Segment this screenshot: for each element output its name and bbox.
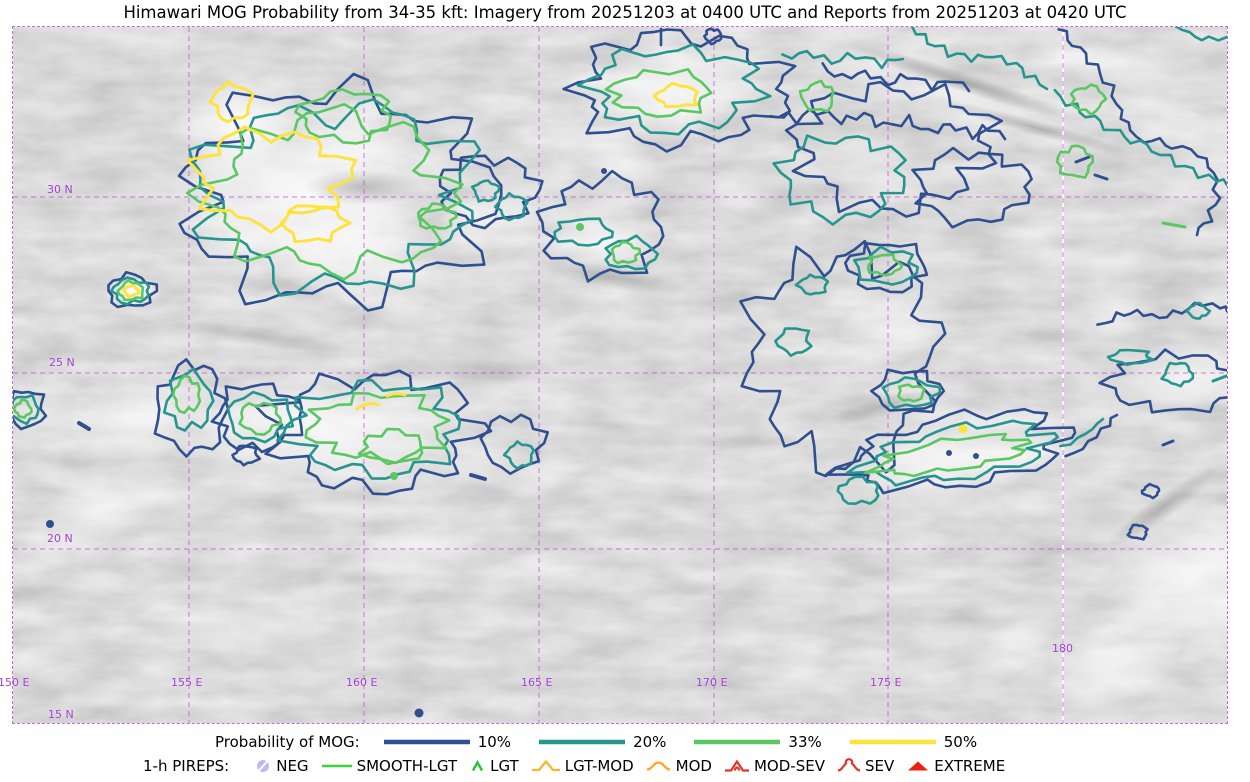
pirep-item-mod: MOD — [646, 757, 712, 775]
probability-50-line-icon — [848, 738, 938, 746]
satellite-map — [12, 26, 1228, 724]
pirep-label-mod: MOD — [675, 757, 712, 775]
probability-legend-title: Probability of MOG: — [215, 733, 360, 751]
pirep-label-lgt: LGT — [490, 757, 519, 775]
lgt-mod-open-triangle-icon — [531, 758, 561, 774]
pirep-item-neg: NEG — [255, 757, 309, 775]
legend-label-20pct: 20% — [633, 733, 667, 751]
lon-label-175e: 175 E — [870, 676, 902, 689]
extreme-filled-triangle-icon — [906, 758, 930, 774]
pirep-label-smooth-lgt: SMOOTH-LGT — [356, 757, 458, 775]
pirep-label-sev: SEV — [864, 757, 895, 775]
lat-label-20n: 20 N — [47, 532, 73, 545]
neg-circle-slash-icon — [255, 758, 272, 774]
contour-level-10-group — [13, 27, 1227, 541]
map-canvas — [13, 27, 1227, 723]
lon-label-160e: 160 E — [346, 676, 378, 689]
pirep-label-extreme: EXTREME — [934, 757, 1006, 775]
mod-sev-triangle-loop-icon — [724, 758, 750, 774]
lon-label-150e: 150 E — [0, 676, 30, 689]
contour-level-20-group — [13, 27, 1227, 505]
legend-item-10pct: 10% — [382, 733, 511, 751]
pirep-item-sev: SEV — [837, 757, 894, 775]
pirep-label-mod-sev: MOD-SEV — [753, 757, 825, 775]
legend-item-50pct: 50% — [848, 733, 977, 751]
page-title: Himawari MOG Probability from 34-35 kft:… — [123, 3, 1127, 22]
yellow-dots — [958, 424, 968, 434]
mod-hump-icon — [646, 758, 672, 774]
pirep-item-extreme: EXTREME — [906, 757, 1005, 775]
lat-label-15n: 15 N — [48, 708, 74, 721]
pirep-item-mod-sev: MOD-SEV — [724, 757, 825, 775]
green-dots — [390, 223, 584, 480]
probability-legend: Probability of MOG: 10% 20% 33% 50% — [215, 731, 977, 753]
lon-label-155e: 155 E — [171, 676, 203, 689]
probability-10-line-icon — [382, 738, 472, 746]
sev-hump-loop-icon — [837, 758, 861, 774]
lat-label-30n: 30 N — [47, 183, 73, 196]
contour-level-33-group — [13, 67, 1187, 478]
pireps-legend-title: 1-h PIREPS: — [143, 757, 230, 775]
lon-label-170e: 170 E — [696, 676, 728, 689]
lon-label-180: 180 — [1052, 642, 1073, 655]
pirep-label-neg: NEG — [276, 757, 309, 775]
legend-label-50pct: 50% — [943, 733, 978, 751]
navy-pirep-dots — [46, 168, 979, 718]
lgt-caret-icon — [469, 758, 486, 774]
legend-item-33pct: 33% — [692, 733, 822, 751]
pireps-legend: 1-h PIREPS: NEG SMOOTH-LGT LGT LGT-MOD M… — [143, 755, 1005, 777]
probability-33-line-icon — [692, 738, 782, 746]
pirep-item-smooth-lgt: SMOOTH-LGT — [321, 757, 458, 775]
lon-label-165e: 165 E — [521, 676, 553, 689]
contour-level-50-group — [121, 79, 699, 411]
probability-20-line-icon — [537, 738, 627, 746]
legend-item-20pct: 20% — [537, 733, 666, 751]
pirep-item-lgt: LGT — [469, 757, 519, 775]
pirep-item-lgt-mod: LGT-MOD — [531, 757, 634, 775]
lat-label-25n: 25 N — [49, 356, 75, 369]
pirep-label-lgt-mod: LGT-MOD — [564, 757, 634, 775]
legend-label-33pct: 33% — [788, 733, 822, 751]
smooth-lgt-line-icon — [321, 758, 353, 774]
legend-label-10pct: 10% — [477, 733, 512, 751]
satellite-imagery-layer — [13, 27, 1227, 723]
